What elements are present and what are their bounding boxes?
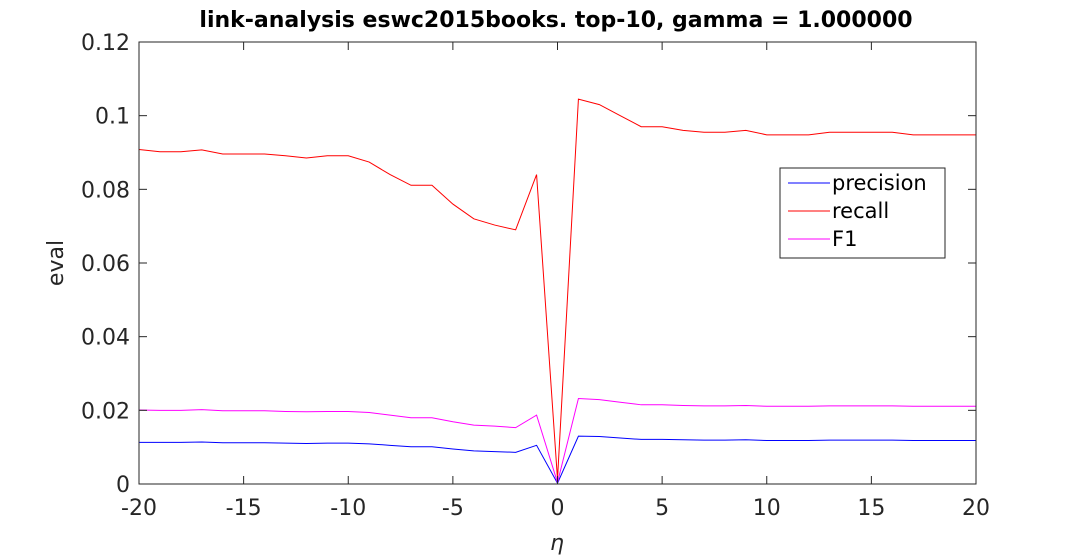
y-tick-label: 0.1 xyxy=(95,105,130,130)
x-tick-label: 10 xyxy=(753,496,781,521)
y-tick-label: 0.08 xyxy=(81,178,130,203)
x-tick-label: -15 xyxy=(226,496,262,521)
legend-label-recall: recall xyxy=(832,199,889,223)
x-axis-label: η xyxy=(550,531,564,556)
x-tick-label: 0 xyxy=(551,496,565,521)
x-tick-label: -20 xyxy=(121,496,157,521)
axes-layer: -20 -15 -10 -5 0 5 10 15 20 0 0.02 0.04 0.06 0.08 0.1 0… xyxy=(81,31,990,521)
legend-label-f1: F1 xyxy=(832,227,857,251)
y-tick-label: 0.12 xyxy=(81,31,130,56)
y-axis-label: eval xyxy=(44,240,69,286)
y-tick-label: 0 xyxy=(116,473,130,498)
x-tick-label: 20 xyxy=(962,496,990,521)
chart-title: link-analysis eswc2015books. top-10, gam… xyxy=(199,8,912,33)
x-tick-label: -10 xyxy=(330,496,366,521)
y-tick-label: 0.04 xyxy=(81,326,130,351)
y-tick-label: 0.06 xyxy=(81,252,130,277)
plot-area xyxy=(139,42,976,484)
legend-label-precision: precision xyxy=(832,171,927,195)
y-tick-label: 0.02 xyxy=(81,399,130,424)
x-tick-label: -5 xyxy=(442,496,464,521)
x-tick-label: 15 xyxy=(857,496,885,521)
x-tick-label: 5 xyxy=(655,496,669,521)
legend: precision recall F1 xyxy=(779,167,946,259)
